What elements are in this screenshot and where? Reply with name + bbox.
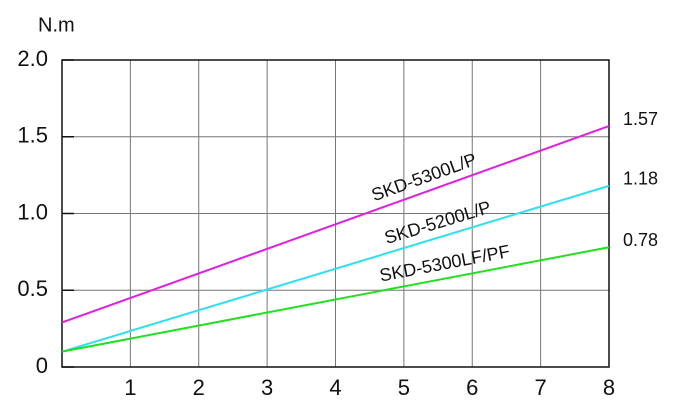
series-line xyxy=(61,184,610,353)
series-line xyxy=(61,125,610,324)
y-tick-label: 1.5 xyxy=(17,123,48,148)
end-value-label: 1.57 xyxy=(623,109,658,129)
series-line xyxy=(61,246,610,353)
x-tick-label: 6 xyxy=(466,375,478,400)
x-tick-label: 5 xyxy=(398,375,410,400)
x-tick-label: 3 xyxy=(261,375,273,400)
y-axis-label: N.m xyxy=(38,14,75,36)
x-tick-label: 2 xyxy=(193,375,205,400)
y-tick-label: 0.5 xyxy=(17,276,48,301)
series-label: SKD-5300L/P xyxy=(369,149,479,205)
x-tick-label: 1 xyxy=(124,375,136,400)
y-tick-label: 0 xyxy=(36,353,48,378)
series-label: SKD-5200L/P xyxy=(382,197,493,248)
x-tick-label: 7 xyxy=(535,375,547,400)
end-value-label: 1.18 xyxy=(623,169,658,189)
end-value-label: 0.78 xyxy=(623,230,658,250)
y-tick-label: 1.0 xyxy=(17,199,48,224)
plot-frame xyxy=(61,59,610,368)
y-tick-label: 2.0 xyxy=(17,46,48,71)
x-tick-label: 8 xyxy=(603,375,615,400)
x-tick-label: 4 xyxy=(329,375,341,400)
